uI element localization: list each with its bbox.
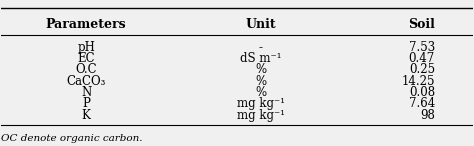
Text: 98: 98 [420,108,435,121]
Text: %: % [255,86,266,99]
Text: 0.08: 0.08 [409,86,435,99]
Text: 14.25: 14.25 [401,75,435,88]
Text: Parameters: Parameters [46,18,127,31]
Text: dS m⁻¹: dS m⁻¹ [240,52,281,65]
Text: %: % [255,75,266,88]
Text: pH: pH [77,41,95,54]
Text: Soil: Soil [408,18,435,31]
Text: mg kg⁻¹: mg kg⁻¹ [237,108,284,121]
Text: -: - [258,41,263,54]
Text: 7.64: 7.64 [409,97,435,110]
Text: mg kg⁻¹: mg kg⁻¹ [237,97,284,110]
Text: EC: EC [77,52,95,65]
Text: O.C: O.C [75,63,97,76]
Text: P: P [82,97,90,110]
Text: Unit: Unit [245,18,276,31]
Text: CaCO₃: CaCO₃ [66,75,106,88]
Text: %: % [255,63,266,76]
Text: K: K [82,108,91,121]
Text: 7.53: 7.53 [409,41,435,54]
Text: OC denote organic carbon.: OC denote organic carbon. [1,134,143,143]
Text: N: N [81,86,91,99]
Text: 0.47: 0.47 [409,52,435,65]
Text: 0.25: 0.25 [409,63,435,76]
